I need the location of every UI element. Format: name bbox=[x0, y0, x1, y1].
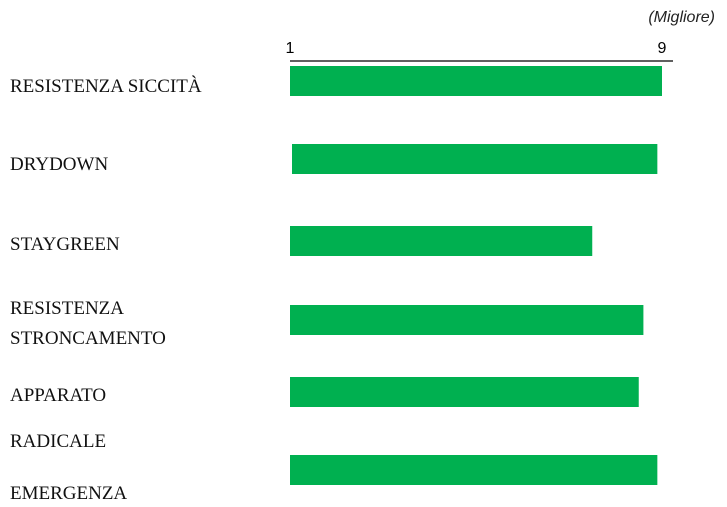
category-label: EMERGENZA bbox=[10, 483, 128, 504]
bar bbox=[290, 305, 644, 335]
category-label: RESISTENZA SICCITÀ bbox=[10, 76, 202, 97]
category-label: RESISTENZA STRONCAMENTO bbox=[10, 298, 166, 349]
bar bbox=[290, 377, 639, 407]
category-label: DRYDOWN bbox=[10, 154, 109, 175]
x-tick-label: 1 bbox=[285, 40, 295, 57]
annotation: (Migliore) bbox=[648, 9, 715, 26]
bar bbox=[290, 455, 658, 485]
category-label: APPARATO RADICALE bbox=[10, 385, 107, 452]
x-tick-label: 9 bbox=[657, 40, 667, 57]
category-label: STAYGREEN bbox=[10, 234, 120, 255]
bar bbox=[290, 226, 593, 256]
bar bbox=[290, 66, 662, 96]
bar bbox=[292, 144, 658, 174]
